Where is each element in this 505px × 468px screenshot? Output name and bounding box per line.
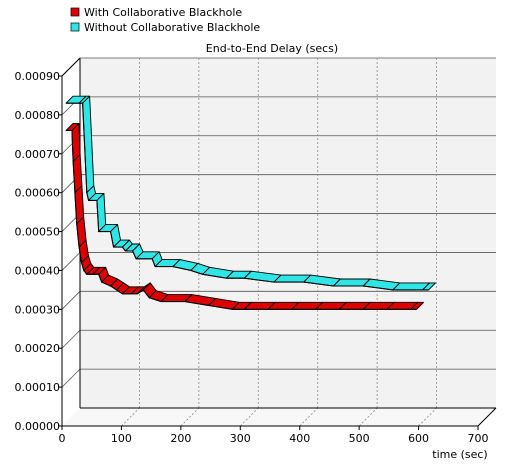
grid-line-x-depth (418, 407, 437, 427)
grid-line-y-depth (61, 329, 81, 349)
frame-depth-top (61, 57, 81, 77)
plot-back-wall (80, 58, 496, 408)
x-axis-label: time (sec) (432, 448, 487, 461)
legend-label-with-blackhole: With Collaborative Blackhole (84, 6, 242, 19)
x-tick-label: 300 (230, 432, 251, 445)
x-tick-label: 0 (59, 432, 66, 445)
y-tick-label: 0.00090 (15, 70, 61, 83)
series-without-blackhole (65, 95, 436, 291)
x-tick-label: 200 (170, 432, 191, 445)
y-tick-label: 0.00040 (15, 264, 61, 277)
grid (61, 57, 496, 427)
y-tick-label: 0.00050 (15, 226, 61, 239)
grid-line-x-depth (180, 407, 200, 427)
x-tick-label: 400 (289, 432, 310, 445)
x-tick-label: 500 (349, 432, 370, 445)
grid-line-x-depth (358, 407, 378, 427)
grid-line-x-depth (121, 407, 140, 427)
plot-left-wall (62, 58, 80, 426)
y-tick-label: 0.00070 (15, 148, 61, 161)
grid-line-x-depth (299, 407, 318, 427)
series-edge-line (66, 102, 429, 291)
legend-swatch-without-blackhole (70, 22, 80, 32)
legend: With Collaborative Blackhole Without Col… (70, 6, 260, 34)
frame-depth-bottom-right (477, 407, 497, 427)
plot-floor (62, 408, 496, 426)
series-edge-line (66, 129, 417, 310)
series-with-blackhole (65, 122, 425, 310)
grid-line-y-depth (61, 252, 81, 271)
grid-line-y-depth (61, 368, 81, 388)
grid-line-x-depth (240, 407, 259, 427)
y-tick-label: 0.00080 (15, 109, 61, 122)
x-tick-label: 600 (408, 432, 429, 445)
ticks: 0.00000 0.00010 0.00020 0.00030 0.00040 0.000… (15, 70, 489, 445)
legend-swatch-with-blackhole (70, 7, 80, 17)
legend-label-without-blackhole: Without Collaborative Blackhole (84, 21, 260, 34)
y-tick-label: 0.00000 (15, 420, 61, 433)
y-tick-label: 0.00030 (15, 303, 61, 316)
y-tick-label: 0.00010 (15, 381, 61, 394)
y-tick-label: 0.00020 (15, 342, 61, 355)
series-layer (65, 95, 436, 310)
x-tick-label: 100 (111, 432, 132, 445)
grid-line-y-depth (61, 291, 81, 310)
y-tick-label: 0.00060 (15, 187, 61, 200)
x-tick-label: 700 (468, 432, 489, 445)
chart-title: End-to-End Delay (secs) (206, 42, 338, 55)
